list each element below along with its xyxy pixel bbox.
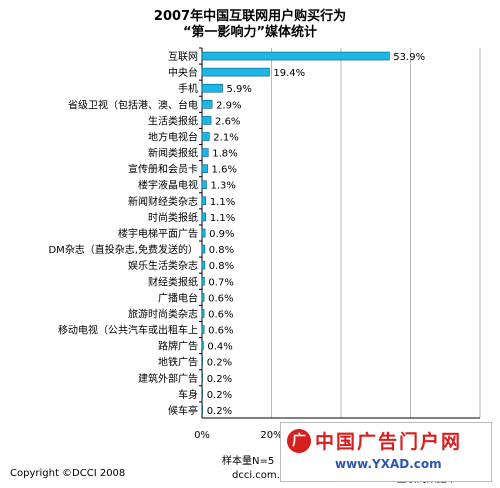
category-label: 生活类报纸: [148, 114, 198, 127]
sample-size-text: 样本量N=5: [222, 456, 275, 467]
value-label: 0.6%: [208, 326, 233, 337]
value-label: 1.8%: [212, 149, 237, 160]
bar: [201, 373, 203, 383]
value-label: 5.9%: [227, 84, 252, 95]
bar: [201, 244, 206, 254]
bar: [201, 212, 207, 222]
category-label: DM杂志（直投杂志,免费发送的）: [48, 243, 198, 256]
bar: [201, 389, 203, 399]
category-label: 地方电视台: [148, 130, 198, 143]
x-tick-label: 0%: [194, 430, 210, 441]
value-label: 2.9%: [216, 100, 241, 111]
value-label: 0.2%: [207, 358, 232, 369]
bar: [201, 196, 207, 206]
category-label: 建筑外部广告: [138, 372, 198, 385]
value-label: 1.3%: [211, 181, 236, 192]
category-label: 时尚类报纸: [148, 211, 198, 224]
bar: [201, 180, 207, 190]
category-label: 车身: [178, 388, 198, 401]
value-label: 0.7%: [208, 277, 233, 288]
category-label: 旅游时尚类杂志: [128, 307, 198, 320]
bar: [201, 405, 203, 415]
category-label: 楼宇电梯平面广告: [118, 227, 198, 240]
category-label: 宣传册和会员卡: [128, 163, 198, 176]
category-label: 省级卫视（包括港、澳、台电: [68, 98, 198, 111]
bar: [201, 51, 390, 61]
value-label: 0.8%: [209, 245, 234, 256]
value-label: 1.1%: [210, 213, 235, 224]
value-label: 53.9%: [393, 52, 425, 63]
copyright-text: Copyright ©DCCI 2008: [10, 468, 126, 479]
category-label: 新闻类报纸: [148, 147, 198, 160]
value-label: 1.6%: [212, 165, 237, 176]
value-label: 0.9%: [209, 229, 234, 240]
bar: [201, 67, 270, 77]
value-label: 1.1%: [210, 197, 235, 208]
bar: [201, 260, 206, 270]
watermark-logo: 广 中国广告门户网 www.YXAD.com: [280, 422, 492, 482]
bar: [201, 228, 206, 238]
value-label: 0.6%: [208, 293, 233, 304]
chart-title: 2007年中国互联网用户购买行为: [153, 9, 347, 24]
watermark-name: 中国广告门户网: [315, 431, 463, 453]
category-label: 广播电台: [158, 291, 198, 304]
bar: [201, 325, 205, 334]
category-label: 新闻财经类杂志: [128, 195, 198, 208]
bar: [201, 116, 212, 125]
watermark-url: www.YXAD.com: [335, 457, 442, 471]
category-label: 中央台: [168, 66, 198, 79]
bar: [201, 276, 205, 286]
category-label: 地铁广告: [158, 356, 198, 369]
bar: [201, 293, 205, 302]
category-label: 互联网: [168, 51, 198, 63]
value-label: 0.2%: [207, 390, 232, 401]
category-label: 娱乐生活类杂志: [128, 259, 198, 272]
bar: [201, 164, 208, 173]
value-label: 0.6%: [208, 309, 233, 320]
value-label: 0.4%: [207, 342, 232, 353]
watermark-badge-icon: 广: [287, 429, 311, 453]
x-tick-label: 20%: [260, 430, 282, 441]
value-label: 0.2%: [207, 374, 232, 385]
bar: [201, 341, 204, 350]
value-label: 19.4%: [273, 68, 305, 79]
bar: [201, 148, 209, 157]
category-label: 楼宇液晶电视: [138, 179, 198, 192]
value-label: 2.6%: [215, 116, 240, 127]
value-label: 2.1%: [213, 132, 238, 143]
category-label: 财经类报纸: [148, 275, 198, 288]
bar: [201, 357, 203, 366]
category-label: 候车亭: [168, 404, 198, 417]
category-label: 手机: [178, 82, 198, 95]
bar: [201, 132, 210, 141]
source-site-text: dcci.com.cn: [232, 470, 292, 481]
category-label: 移动电视（公共汽车或出租车上: [58, 324, 198, 337]
chart-subtitle: “第一影响力”媒体统计: [182, 25, 318, 40]
value-label: 0.8%: [209, 261, 234, 272]
category-label: 路牌广告: [158, 340, 198, 353]
value-label: 0.2%: [207, 406, 232, 417]
bar: [201, 309, 205, 318]
bar: [201, 100, 213, 109]
bar: [201, 83, 223, 93]
